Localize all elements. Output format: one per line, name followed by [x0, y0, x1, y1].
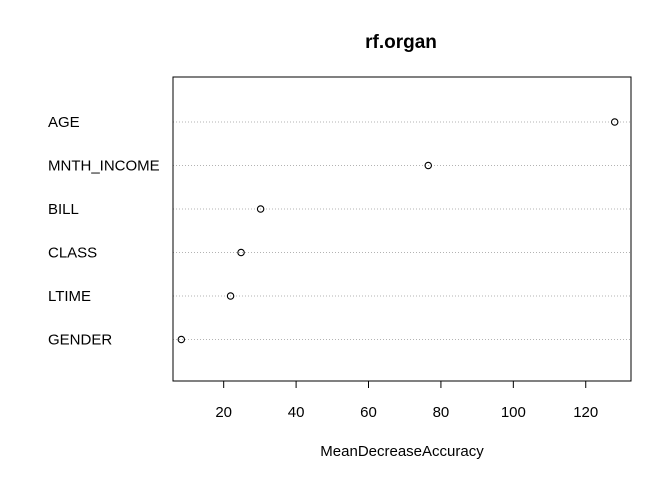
data-point — [424, 161, 432, 170]
data-points — [177, 118, 619, 344]
data-point — [256, 205, 265, 213]
data-point — [237, 248, 245, 257]
category-label: GENDER — [48, 332, 112, 349]
category-label: BILL — [48, 201, 79, 218]
x-tick-label: 60 — [360, 404, 377, 421]
data-point — [610, 118, 619, 126]
category-label: MNTH_INCOME — [48, 158, 160, 175]
x-tick-label: 100 — [501, 404, 526, 421]
category-label: LTIME — [48, 288, 91, 305]
data-point — [226, 292, 235, 300]
x-tick-label: 120 — [573, 404, 598, 421]
guide-lines — [173, 121, 631, 340]
chart-title: rf.organ — [365, 32, 437, 53]
x-tick-label: 20 — [215, 404, 232, 421]
plot-frame — [172, 76, 632, 382]
data-point — [177, 335, 186, 344]
category-labels: AGE MNTH_INCOME BILL CLASS LTIME GENDER — [48, 114, 160, 349]
x-tick-label: 80 — [433, 404, 450, 421]
category-label: AGE — [48, 114, 80, 131]
x-axis-label: MeanDecreaseAccuracy — [320, 443, 484, 460]
x-tick-label: 40 — [288, 404, 305, 421]
category-label: CLASS — [48, 245, 97, 262]
x-axis: 20 40 60 80 100 120 — [215, 380, 598, 421]
